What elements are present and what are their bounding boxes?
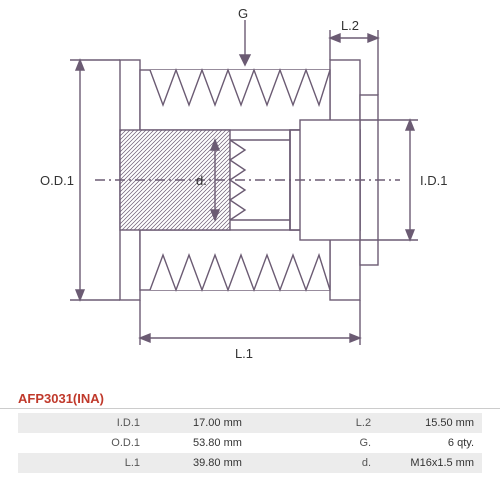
spec-label: O.D.1 [18,433,148,453]
dim-id1: I.D.1 [420,173,447,188]
spec-label: d. [250,453,379,473]
spec-label: L.2 [250,413,379,433]
spec-label: I.D.1 [18,413,148,433]
spec-label: L.1 [18,453,148,473]
spec-value: 17.00 mm [148,413,250,433]
dim-l1: L.1 [235,346,253,361]
dim-d: d. [196,173,207,188]
spec-value: M16x1.5 mm [379,453,482,473]
spec-value: 39.80 mm [148,453,250,473]
spec-table: I.D.1 17.00 mm L.2 15.50 mm O.D.1 53.80 … [18,413,482,473]
dim-g: G [238,6,248,21]
spec-value: 6 qty. [379,433,482,453]
dim-l2: L.2 [341,18,359,33]
part-number: AFP3031(INA) [0,385,500,409]
technical-drawing: O.D.1 I.D.1 L.1 L.2 G d. [0,0,480,380]
spec-label: G. [250,433,379,453]
dim-od1: O.D.1 [40,173,74,188]
spec-value: 53.80 mm [148,433,250,453]
spec-value: 15.50 mm [379,413,482,433]
